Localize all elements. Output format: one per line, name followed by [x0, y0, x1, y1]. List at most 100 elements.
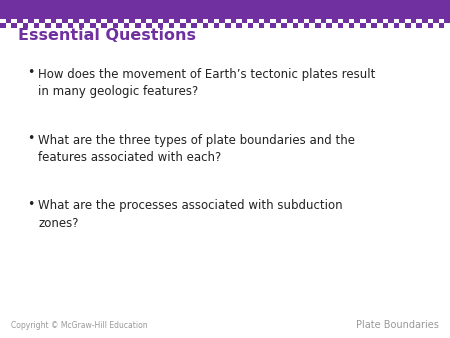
Bar	[186, 19, 191, 23]
Bar	[304, 23, 310, 28]
Bar	[292, 23, 298, 28]
Bar	[360, 23, 365, 28]
Bar	[152, 23, 158, 28]
Bar	[107, 19, 112, 23]
Text: How does the movement of Earth’s tectonic plates result
in many geologic feature: How does the movement of Earth’s tectoni…	[38, 68, 376, 98]
Bar	[394, 19, 400, 23]
Bar	[50, 19, 56, 23]
Bar	[107, 23, 112, 28]
Bar	[175, 23, 180, 28]
Bar	[34, 23, 40, 28]
Bar	[169, 23, 175, 28]
Bar	[287, 19, 292, 23]
Bar	[388, 23, 394, 28]
Bar	[360, 19, 365, 23]
Bar	[281, 23, 287, 28]
Bar	[73, 19, 79, 23]
Bar	[163, 23, 169, 28]
Bar	[146, 23, 152, 28]
Bar	[270, 19, 276, 23]
Bar	[34, 19, 40, 23]
Bar	[17, 19, 22, 23]
Text: •: •	[27, 132, 34, 145]
Bar	[163, 19, 169, 23]
Bar	[202, 23, 208, 28]
Bar	[259, 23, 265, 28]
Bar	[248, 23, 253, 28]
Bar	[90, 19, 95, 23]
Bar	[231, 19, 236, 23]
Bar	[287, 23, 292, 28]
Bar	[310, 19, 315, 23]
Bar	[275, 23, 281, 28]
Bar	[405, 23, 410, 28]
Bar	[197, 19, 202, 23]
Bar	[242, 23, 248, 28]
Bar	[382, 19, 388, 23]
Bar	[180, 19, 185, 23]
Bar	[101, 19, 107, 23]
Bar	[40, 23, 45, 28]
Bar	[248, 19, 253, 23]
Bar	[28, 19, 34, 23]
Bar	[202, 19, 208, 23]
Bar	[220, 23, 225, 28]
Bar	[338, 23, 343, 28]
Bar	[326, 23, 332, 28]
Bar	[428, 19, 433, 23]
Bar	[320, 19, 326, 23]
Bar	[377, 19, 382, 23]
Bar	[0, 23, 5, 28]
Bar	[428, 23, 433, 28]
Bar	[400, 19, 405, 23]
Text: What are the three types of plate boundaries and the
features associated with ea: What are the three types of plate bounda…	[38, 134, 355, 164]
Bar	[298, 19, 304, 23]
Bar	[22, 23, 28, 28]
Bar	[416, 19, 422, 23]
Bar	[112, 23, 118, 28]
Bar	[124, 23, 130, 28]
Bar	[191, 23, 197, 28]
Bar	[28, 23, 34, 28]
Bar	[50, 23, 56, 28]
Text: •: •	[27, 66, 34, 79]
Bar	[394, 23, 400, 28]
Bar	[118, 19, 124, 23]
Bar	[169, 19, 175, 23]
Bar	[79, 19, 85, 23]
Bar	[411, 23, 416, 28]
Bar	[326, 19, 332, 23]
Text: Essential Questions: Essential Questions	[18, 28, 196, 43]
Bar	[377, 23, 382, 28]
Bar	[96, 19, 101, 23]
Bar	[0, 0, 450, 19]
Bar	[135, 19, 141, 23]
Bar	[349, 23, 355, 28]
Bar	[365, 19, 371, 23]
Bar	[315, 23, 321, 28]
Bar	[445, 23, 450, 28]
Bar	[365, 23, 371, 28]
Text: What are the processes associated with subduction
zones?: What are the processes associated with s…	[38, 199, 343, 230]
Bar	[315, 19, 321, 23]
Bar	[191, 19, 197, 23]
Bar	[40, 19, 45, 23]
Bar	[56, 23, 62, 28]
Bar	[355, 23, 360, 28]
Bar	[310, 23, 315, 28]
Bar	[208, 19, 214, 23]
Bar	[371, 19, 377, 23]
Bar	[382, 23, 388, 28]
Bar	[259, 19, 265, 23]
Bar	[85, 23, 90, 28]
Bar	[45, 23, 50, 28]
Text: Plate Boundaries: Plate Boundaries	[356, 319, 439, 330]
Bar	[90, 23, 95, 28]
Bar	[298, 23, 304, 28]
Bar	[349, 19, 355, 23]
Bar	[400, 23, 405, 28]
Bar	[124, 19, 130, 23]
Bar	[197, 23, 202, 28]
Bar	[140, 19, 146, 23]
Bar	[253, 19, 259, 23]
